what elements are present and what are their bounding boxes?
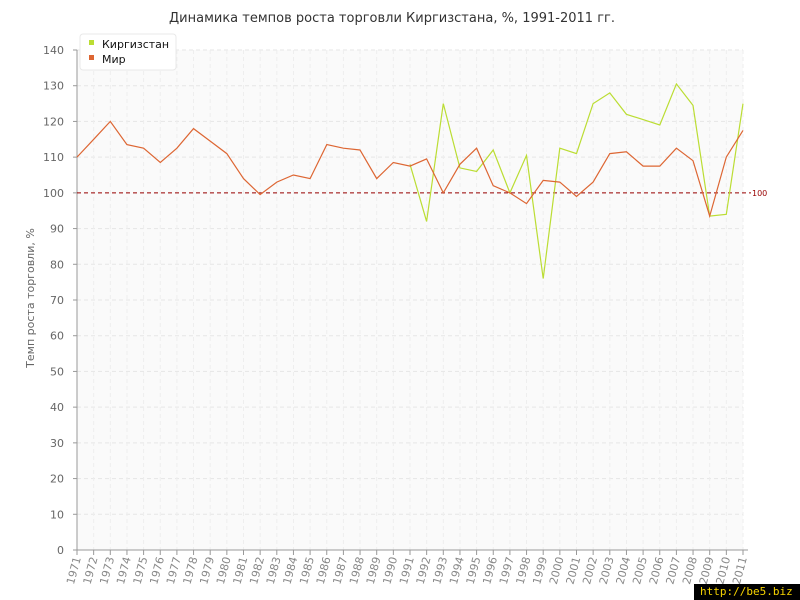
grid [76, 49, 744, 550]
y-tick-label: 120 [43, 115, 64, 128]
legend: Киргизстан Мир [79, 33, 177, 71]
reference-line-label: 100 [752, 189, 767, 198]
y-tick-label: 80 [50, 258, 64, 271]
watermark[interactable]: http://be5.biz [700, 585, 793, 598]
y-tick-label: 100 [43, 187, 64, 200]
legend-swatch [89, 40, 94, 45]
y-tick-label: 90 [50, 223, 64, 236]
chart-title: Динамика темпов роста торговли Киргизста… [169, 11, 615, 26]
legend-box [79, 33, 177, 71]
y-axis-label: Темп роста торговли, % [24, 228, 37, 369]
series-line-2 [76, 120, 744, 219]
y-tick-label: 10 [50, 508, 64, 521]
legend-label: Мир [102, 53, 126, 66]
series-line-1 [409, 82, 744, 279]
y-tick-label: 50 [50, 365, 64, 378]
x-tick-label: 2011 [730, 555, 750, 585]
y-tick-label: 130 [43, 80, 64, 93]
y-tick-label: 60 [50, 330, 64, 343]
y-tick-label: 30 [50, 437, 64, 450]
y-tick-label: 20 [50, 473, 64, 486]
legend-label: Киргизстан [102, 38, 169, 51]
y-tick-label: 110 [43, 151, 64, 164]
y-tick-label: 70 [50, 294, 64, 307]
y-tick-label: 40 [50, 401, 64, 414]
legend-swatch [89, 55, 94, 60]
watermark-box [694, 584, 800, 600]
y-tick-label: 140 [43, 44, 64, 57]
plot-area: 100 [76, 82, 767, 279]
y-tick-label: 0 [57, 544, 64, 557]
